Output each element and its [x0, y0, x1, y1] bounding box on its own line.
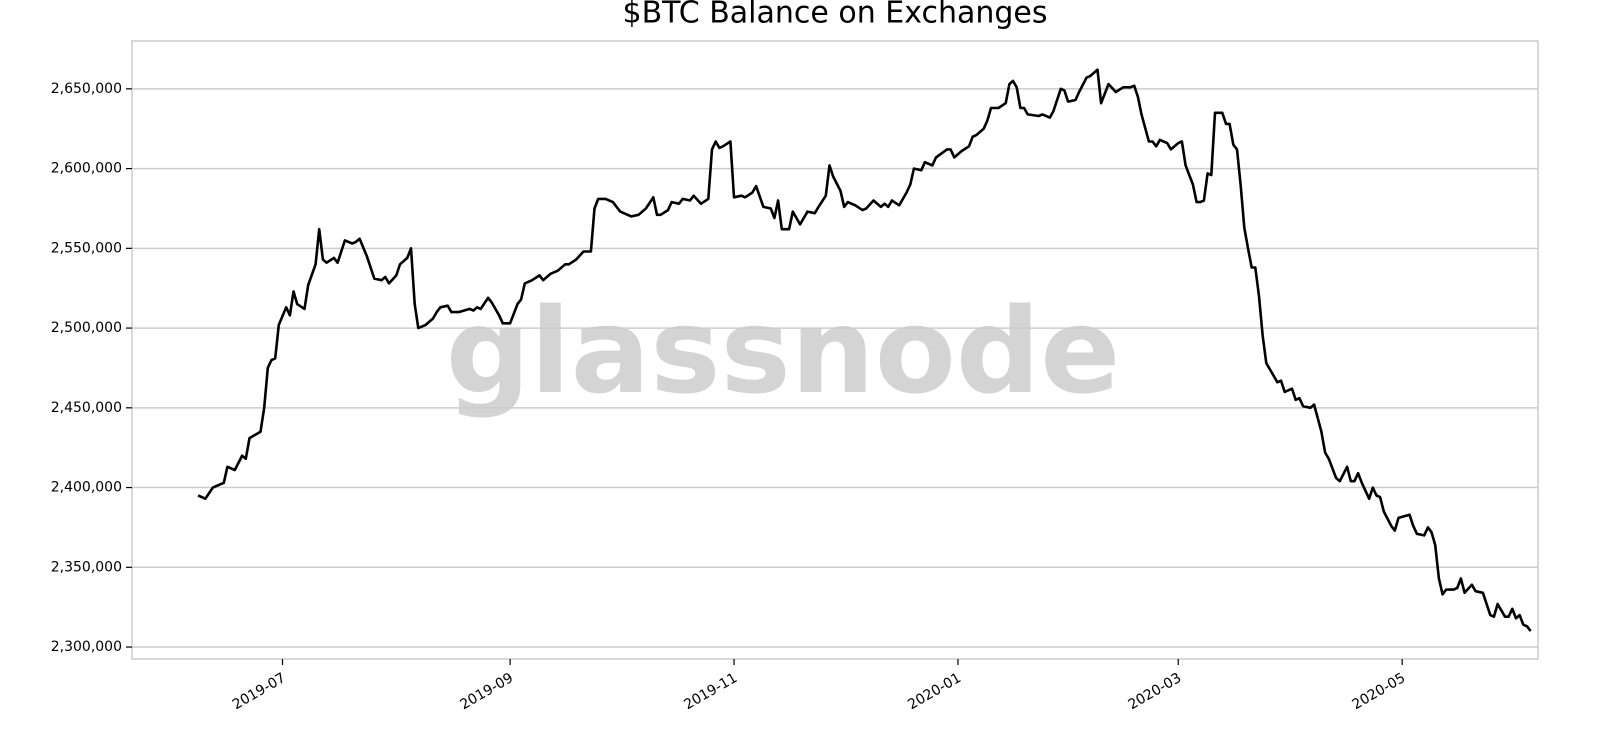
y-tick-label: 2,300,000 — [51, 639, 122, 655]
y-tick-label: 2,350,000 — [51, 559, 122, 575]
y-tick-label: 2,400,000 — [51, 480, 122, 496]
watermark: glassnode — [446, 282, 1121, 420]
plot-frame — [131, 40, 1539, 660]
y-tick-label: 2,550,000 — [51, 240, 122, 256]
data-line — [197, 68, 1532, 632]
y-tick-label: 2,500,000 — [51, 320, 122, 336]
y-tick-label: 2,650,000 — [51, 81, 122, 97]
y-tick-label: 2,600,000 — [51, 161, 122, 177]
y-tick-label: 2,450,000 — [51, 400, 122, 416]
chart-title: $BTC Balance on Exchanges — [622, 0, 1047, 31]
